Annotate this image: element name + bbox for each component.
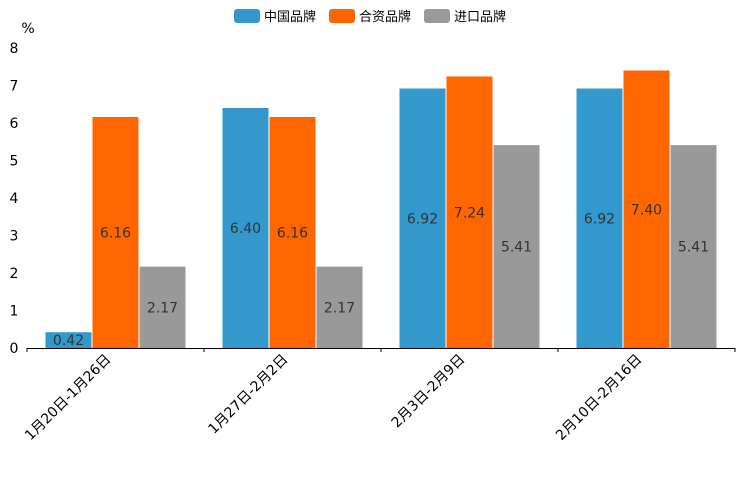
y-tick-label: 4 [10,191,19,207]
category-label: 2月3日-2月9日 [389,352,469,432]
y-tick-label: 5 [10,154,19,170]
data-label: 5.41 [678,240,709,256]
y-axis-ticks: 0 1 2 3 4 5 6 7 8 [10,41,19,357]
y-axis-unit-label: % [21,21,34,37]
x-axis-ticks [26,348,736,352]
bar-3-4 [670,145,717,348]
bar-3-2 [316,266,363,348]
bar-2-4 [623,70,670,348]
y-tick-label: 7 [10,79,19,95]
legend-swatch [424,9,450,23]
bar-1-2 [222,108,269,348]
data-label: 6.16 [277,226,308,242]
legend-swatch [234,9,260,23]
bars-group [45,70,717,348]
bar-1-3 [399,88,446,348]
data-label: 2.17 [324,300,355,316]
data-label: 5.41 [501,240,532,256]
bar-1-4 [576,88,623,348]
y-tick-label: 1 [10,304,19,320]
data-label: 6.92 [584,211,615,227]
chart-legend: 中国品牌 合资品牌 进口品牌 [234,9,506,25]
data-label: 7.40 [631,202,662,218]
legend-label: 中国品牌 [264,9,316,25]
data-label: 6.40 [230,221,261,237]
bar-2-2 [269,117,316,348]
y-tick-label: 0 [10,341,19,357]
data-label: 6.16 [100,226,131,242]
bar-3-3 [493,145,540,348]
legend-swatch [329,9,355,23]
category-labels-group: 1月20日-1月26日 1月27日-2月2日 2月3日-2月9日 2月10日-2月16… [22,352,645,444]
data-label: 0.42 [53,333,84,349]
category-label: 2月10日-2月16日 [553,352,645,444]
bar-3-1 [139,266,186,348]
data-label: 7.24 [454,205,485,221]
bar-2-3 [446,76,493,348]
y-tick-label: 3 [10,229,19,245]
y-tick-label: 2 [10,266,19,282]
data-labels-group: 0.42 6.16 2.17 6.40 6.16 2.17 6.92 7.24 5.41 6.92… [53,202,709,349]
bar-2-1 [92,117,139,348]
y-tick-label: 6 [10,116,19,132]
bar-1-1 [45,332,92,348]
y-tick-label: 8 [10,41,19,57]
category-label: 1月20日-1月26日 [22,352,114,444]
data-label: 6.92 [407,211,438,227]
category-label: 1月27日-2月2日 [205,352,291,438]
legend-label: 合资品牌 [359,9,411,25]
data-label: 2.17 [147,300,178,316]
legend-label: 进口品牌 [454,9,506,25]
